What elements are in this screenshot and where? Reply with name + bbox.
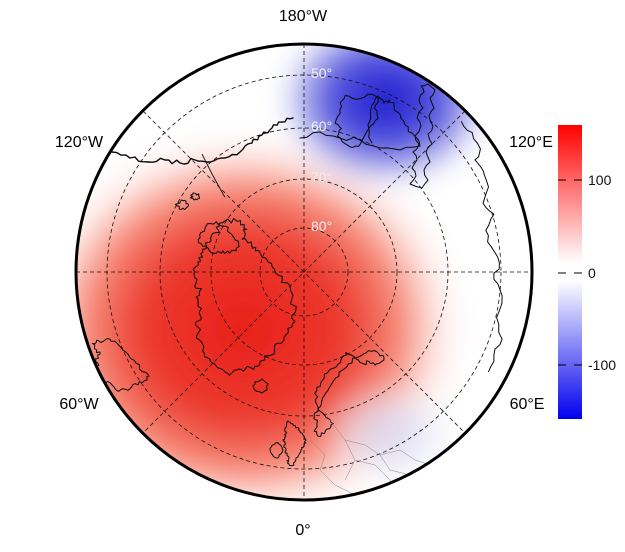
svg-text:120°W: 120°W	[55, 134, 104, 151]
svg-text:60°: 60°	[311, 118, 332, 134]
svg-text:50°: 50°	[311, 65, 332, 81]
svg-text:80°: 80°	[311, 218, 332, 234]
svg-text:120°E: 120°E	[509, 134, 553, 151]
svg-text:70°: 70°	[311, 169, 332, 185]
svg-text:180°W: 180°W	[279, 8, 328, 25]
svg-text:60°E: 60°E	[510, 396, 545, 413]
svg-text:0: 0	[588, 265, 596, 281]
svg-text:100: 100	[588, 172, 612, 188]
svg-text:60°W: 60°W	[59, 396, 99, 413]
svg-text:0°: 0°	[295, 522, 310, 539]
svg-text:-100: -100	[588, 357, 616, 373]
